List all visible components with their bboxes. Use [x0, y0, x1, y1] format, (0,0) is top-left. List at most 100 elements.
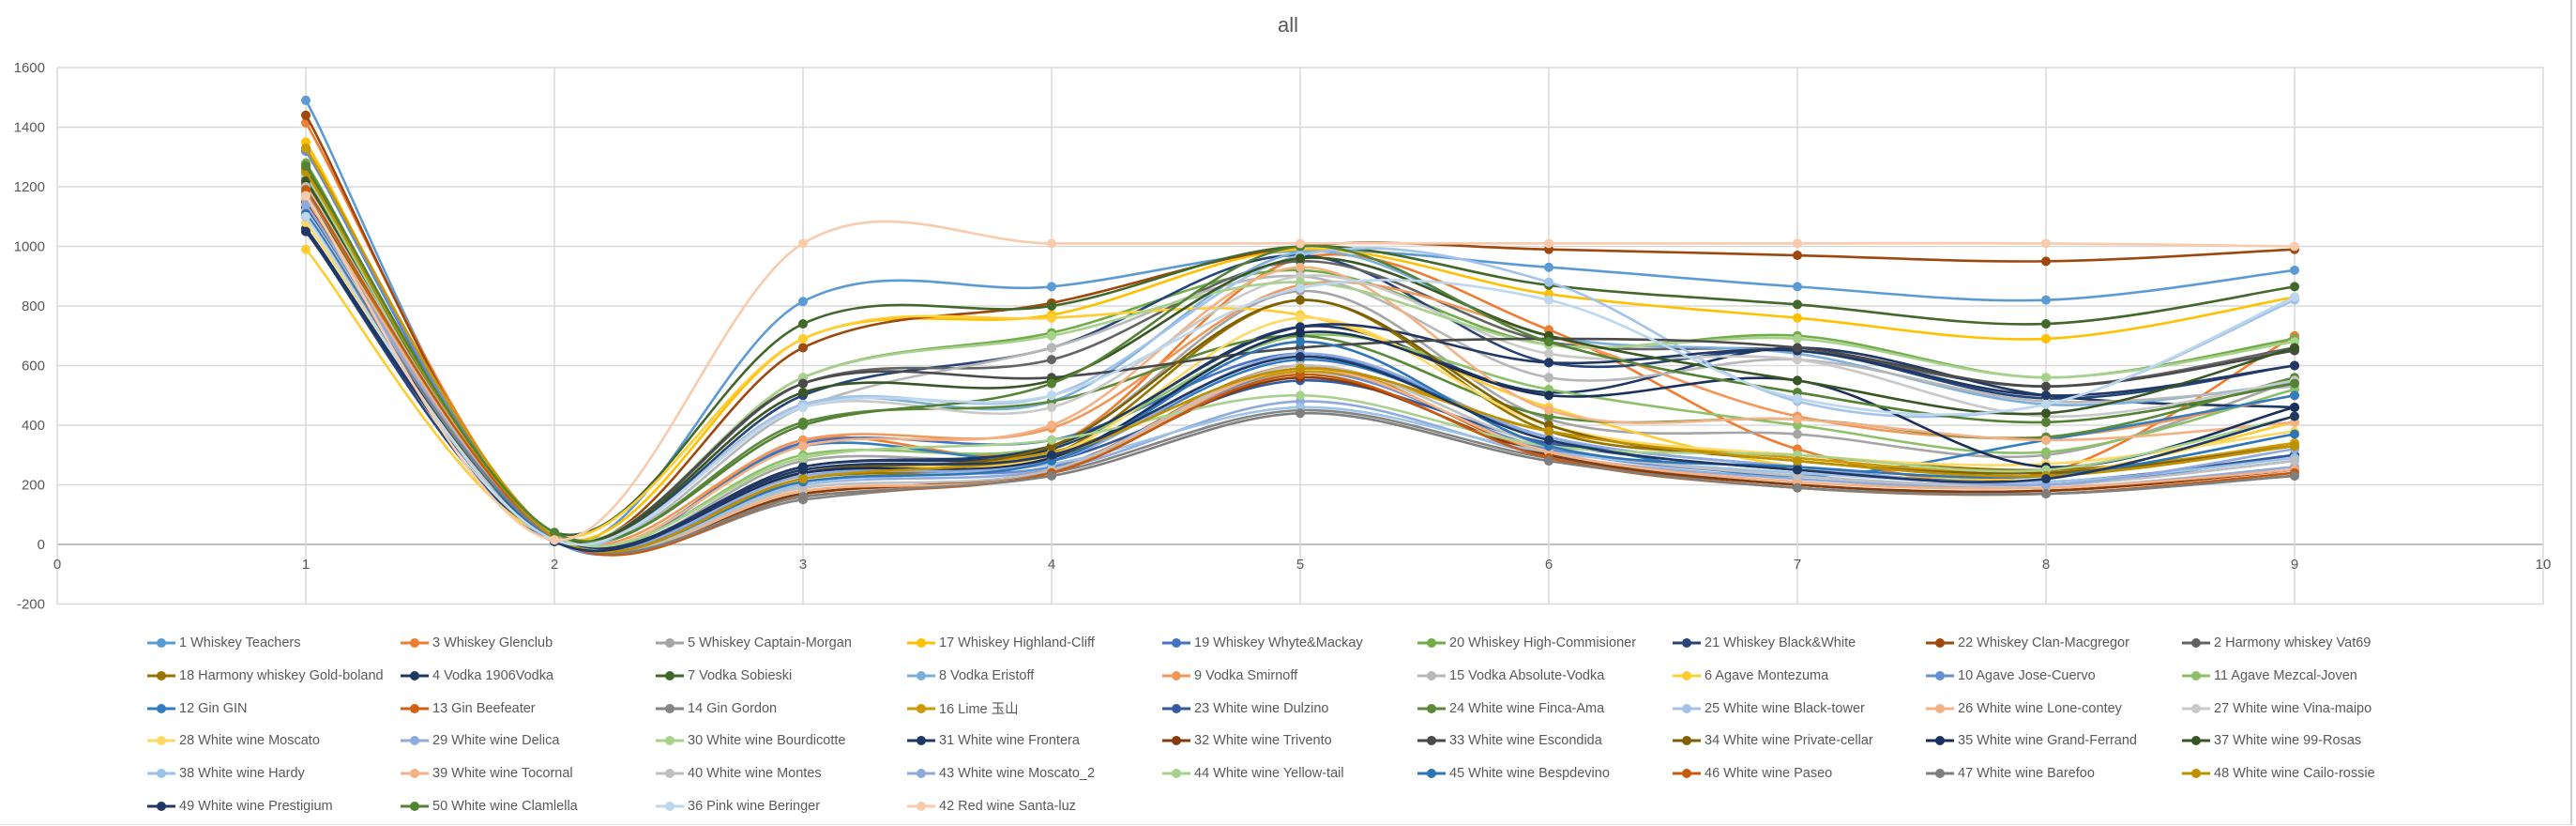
legend-label: 17 Whiskey Highland-Cliff	[939, 635, 1095, 650]
data-point	[798, 238, 808, 249]
legend-item[interactable]: 2 Harmony whiskey Vat69	[2182, 634, 2371, 652]
legend-label: 14 Gin Gordon	[688, 700, 778, 716]
legend-item[interactable]: 49 White wine Prestigium	[147, 797, 333, 816]
legend-item[interactable]: 30 White wine Bourdicotte	[656, 731, 845, 750]
legend-item[interactable]: 13 Gin Beefeater	[401, 699, 536, 718]
data-point	[550, 528, 559, 538]
series-line	[304, 194, 2296, 542]
data-point	[550, 535, 559, 545]
data-point	[1296, 390, 1305, 401]
legend-item[interactable]: 37 White wine 99-Rosas	[2182, 731, 2361, 750]
data-point	[1047, 390, 1056, 401]
legend-item[interactable]: 17 Whiskey Highland-Cliff	[907, 634, 1095, 652]
legend-item[interactable]: 16 Lime 玉山	[907, 699, 1019, 718]
data-point	[1544, 295, 1553, 305]
legend-item[interactable]: 3 Whiskey Glenclub	[401, 634, 553, 652]
x-tick-label: 8	[2042, 557, 2050, 573]
legend-item[interactable]: 25 White wine Black-tower	[1673, 699, 1865, 718]
legend-marker-icon	[1926, 670, 1954, 681]
series-line	[304, 171, 2296, 554]
legend-item[interactable]: 8 Vodka Eristoff	[907, 666, 1034, 685]
data-point	[1793, 333, 1802, 344]
legend-item[interactable]: 44 White wine Yellow-tail	[1162, 764, 1344, 783]
legend-item[interactable]: 39 White wine Tocornal	[401, 764, 573, 783]
legend-item[interactable]: 6 Agave Montezuma	[1673, 666, 1828, 685]
data-point	[1544, 373, 1553, 383]
data-point	[1296, 328, 1305, 338]
legend-item[interactable]: 31 White wine Frontera	[907, 731, 1080, 750]
legend-item[interactable]: 40 White wine Montes	[656, 764, 822, 783]
legend-item[interactable]: 22 Whiskey Clan-Macgregor	[1926, 634, 2129, 652]
legend-item[interactable]: 43 White wine Moscato_2	[907, 764, 1095, 783]
data-point	[1544, 358, 1553, 368]
legend-item[interactable]: 28 White wine Moscato	[147, 731, 320, 750]
legend-item[interactable]: 4 Vodka 1906Vodka	[401, 666, 553, 685]
legend-item[interactable]: 19 Whiskey Whyte&Mackay	[1162, 634, 1363, 652]
data-point	[1296, 253, 1305, 264]
legend-label: 48 White wine Cailo-rossie	[2214, 766, 2375, 782]
legend-item[interactable]: 15 Vodka Absolute-Vodka	[1417, 666, 1604, 685]
legend-label: 1 Whiskey Teachers	[179, 635, 301, 650]
legend-item[interactable]: 20 Whiskey High-Commisioner	[1417, 634, 1636, 652]
data-point	[301, 226, 311, 237]
y-tick-label: 400	[22, 418, 45, 434]
legend-item[interactable]: 9 Vodka Smirnoff	[1162, 666, 1297, 685]
legend-label: 39 White wine Tocornal	[432, 766, 573, 782]
chart-title: all	[1277, 13, 1298, 37]
legend-item[interactable]: 12 Gin GIN	[147, 699, 248, 718]
data-point	[2041, 381, 2051, 391]
legend-item[interactable]: 7 Vodka Sobieski	[656, 666, 792, 685]
legend-marker-icon	[2182, 736, 2210, 746]
legend-item[interactable]: 42 Red wine Santa-luz	[907, 797, 1076, 816]
legend-marker-icon	[907, 638, 935, 648]
legend-item[interactable]: 29 White wine Delica	[401, 731, 559, 750]
legend-marker-icon	[656, 736, 684, 746]
legend-item[interactable]: 35 White wine Grand-Ferrand	[1926, 731, 2137, 750]
data-point	[1047, 238, 1056, 249]
legend-item[interactable]: 21 Whiskey Black&White	[1673, 634, 1856, 652]
legend-label: 19 Whiskey Whyte&Mackay	[1194, 635, 1363, 650]
legend-item[interactable]: 14 Gin Gordon	[656, 699, 777, 718]
legend-item[interactable]: 5 Whiskey Captain-Morgan	[656, 634, 852, 652]
data-point	[1544, 337, 1553, 347]
legend-item[interactable]: 33 White wine Escondida	[1417, 731, 1602, 750]
legend-item[interactable]: 32 White wine Trivento	[1162, 731, 1332, 750]
data-point	[1793, 465, 1802, 475]
legend-item[interactable]: 48 White wine Cailo-rossie	[2182, 764, 2375, 783]
legend-marker-icon	[1673, 703, 1701, 713]
legend-label: 23 White wine Dulzino	[1194, 700, 1329, 716]
legend-item[interactable]: 34 White wine Private-cellar	[1673, 731, 1873, 750]
legend-item[interactable]: 36 Pink wine Beringer	[656, 797, 820, 816]
series-line	[304, 189, 2296, 548]
legend-item[interactable]: 18 Harmony whiskey Gold-boland	[147, 666, 384, 685]
legend-item[interactable]: 11 Agave Mezcal-Joven	[2182, 666, 2357, 685]
legend-marker-icon	[147, 670, 175, 681]
legend-label: 6 Agave Montezuma	[1705, 667, 1829, 683]
legend-label: 20 Whiskey High-Commisioner	[1449, 635, 1637, 650]
legend-item[interactable]: 10 Agave Jose-Cuervo	[1926, 666, 2096, 685]
data-point	[2290, 402, 2299, 412]
data-point	[2290, 343, 2299, 353]
legend-item[interactable]: 27 White wine Vina-maipo	[2182, 699, 2371, 718]
x-tick-label: 5	[1296, 557, 1304, 573]
legend-item[interactable]: 46 White wine Paseo	[1673, 764, 1832, 783]
legend-item[interactable]: 24 White wine Finca-Ama	[1417, 699, 1604, 718]
legend-item[interactable]: 45 White wine Bespdevino	[1417, 764, 1610, 783]
legend-item[interactable]: 38 White wine Hardy	[147, 764, 305, 783]
legend-item[interactable]: 23 White wine Dulzino	[1162, 699, 1328, 718]
legend-label: 2 Harmony whiskey Vat69	[2214, 635, 2371, 650]
legend-item[interactable]: 50 White wine Clamlella	[401, 797, 578, 816]
data-point	[1296, 238, 1305, 249]
data-point	[1296, 408, 1305, 419]
data-point	[1296, 295, 1305, 305]
legend-item[interactable]: 26 White wine Lone-contey	[1926, 699, 2122, 718]
data-point	[1047, 421, 1056, 430]
data-point	[798, 333, 808, 344]
data-point	[2041, 373, 2051, 383]
legend-item[interactable]: 1 Whiskey Teachers	[147, 634, 300, 652]
data-point	[301, 200, 311, 210]
data-point	[2290, 429, 2299, 439]
legend-item[interactable]: 47 White wine Barefoo	[1926, 764, 2095, 783]
legend-marker-icon	[147, 802, 175, 811]
data-point	[1793, 251, 1802, 261]
